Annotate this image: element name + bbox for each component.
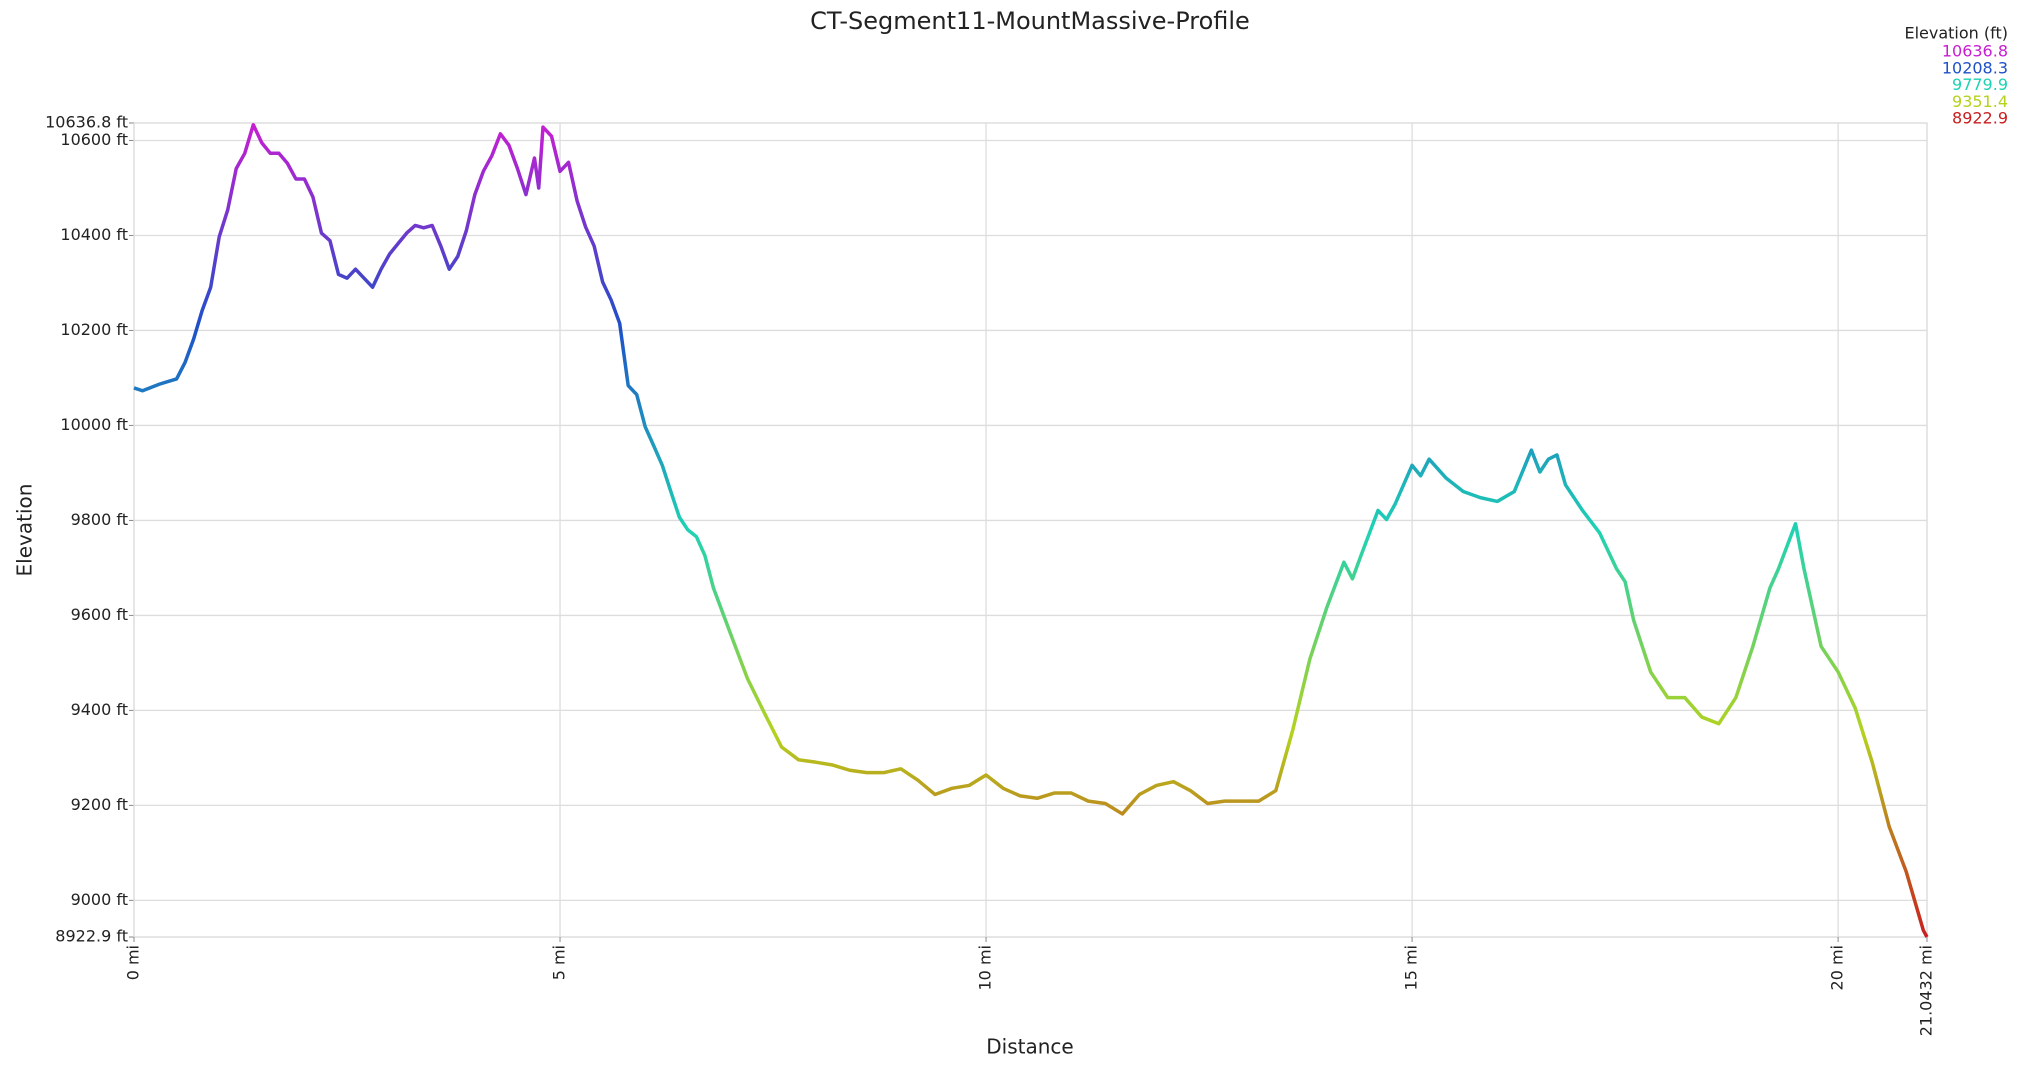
y-tick-label: 8922.9 ft [55, 927, 128, 946]
y-tick-label: 10600 ft [60, 130, 128, 149]
y-tick-label: 9400 ft [71, 700, 128, 719]
x-tick-label: 21.0432 mi [1917, 945, 1936, 1036]
elevation-line [133, 123, 1929, 938]
y-tick-label: 9200 ft [71, 795, 128, 814]
y-tick-label: 10400 ft [60, 225, 128, 244]
y-tick-label: 10000 ft [60, 415, 128, 434]
legend-value: 9351.4 [1952, 92, 2008, 111]
y-tick-label: 9800 ft [71, 510, 128, 529]
legend-value: 9779.9 [1952, 75, 2008, 94]
legend-title: Elevation (ft) [1904, 24, 2008, 43]
x-axis-title: Distance [986, 1035, 1073, 1059]
legend-value: 10208.3 [1942, 58, 2008, 77]
plot-frame [133, 122, 1928, 938]
y-tick-label: 10636.8 ft [45, 113, 128, 132]
y-tick-label: 9600 ft [71, 605, 128, 624]
legend-value: 10636.8 [1942, 42, 2008, 61]
x-tick-label: 20 mi [1828, 945, 1847, 990]
x-tick-label: 5 mi [550, 945, 569, 980]
x-tick-label: 0 mi [124, 945, 143, 980]
y-tick-label: 9000 ft [71, 890, 128, 909]
x-tick-label: 10 mi [976, 945, 995, 990]
y-tick-label: 10200 ft [60, 320, 128, 339]
y-axis-title: Elevation [13, 484, 37, 577]
chart-title: CT-Segment11-MountMassive-Profile [810, 7, 1250, 35]
legend-value: 8922.9 [1952, 109, 2008, 128]
x-tick-label: 15 mi [1402, 945, 1421, 990]
